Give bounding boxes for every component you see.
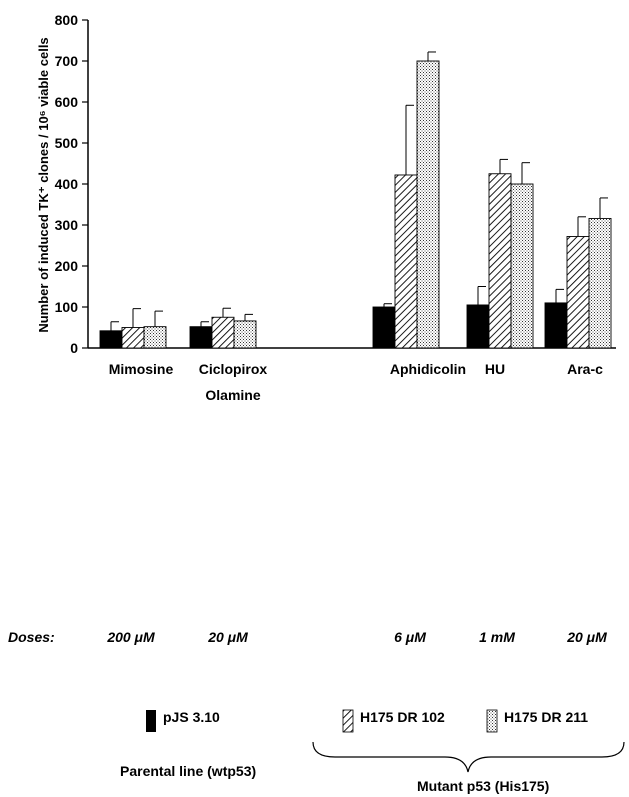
y-tick-label: 500 xyxy=(55,135,79,151)
bar-solid xyxy=(466,304,490,349)
category-label: Ciclopirox xyxy=(199,361,268,377)
y-ticks: 0 100 200 300 400 500 600 700 800 xyxy=(55,12,88,356)
bar-hatch xyxy=(121,327,145,349)
legend-label-dr211: H175 DR 211 xyxy=(504,709,588,725)
y-tick-label: 700 xyxy=(55,53,79,69)
bar-hatch xyxy=(566,236,590,349)
dose-labels: 200 μM 20 μM 6 μM 1 mM 20 μM xyxy=(106,629,607,645)
y-tick-label: 600 xyxy=(55,94,79,110)
legend-swatch-dots xyxy=(486,709,498,733)
category-labels: Mimosine Ciclopirox Olamine Aphidicolin HU Ar… xyxy=(109,361,603,403)
y-tick-label: 400 xyxy=(55,176,79,192)
legend-label-dr102: H175 DR 102 xyxy=(360,709,445,725)
bar-solid xyxy=(544,302,568,349)
category-label: Mimosine xyxy=(109,361,174,377)
bar-solid xyxy=(372,306,396,349)
y-axis-label: Number of induced TK⁺ clones / 10⁶ viabl… xyxy=(36,37,51,332)
bars xyxy=(99,51,612,349)
bar-solid xyxy=(99,330,123,349)
bar-hatch xyxy=(488,173,512,349)
legend-swatch-hatch xyxy=(342,709,354,733)
dose-value: 1 mM xyxy=(479,629,515,645)
bar-hatch xyxy=(211,316,235,349)
dose-value: 200 μM xyxy=(106,629,155,645)
category-label-line2: Olamine xyxy=(205,387,260,403)
y-tick-label: 200 xyxy=(55,258,79,274)
dose-value: 6 μM xyxy=(394,629,426,645)
legend: pJS 3.10 H175 DR 102 H175 DR 211 xyxy=(146,709,588,733)
bar-solid xyxy=(189,326,213,349)
bar-dots xyxy=(416,60,440,349)
legend-swatch-solid xyxy=(146,710,156,732)
category-label: Aphidicolin xyxy=(390,361,466,377)
category-label: HU xyxy=(485,361,505,377)
parental-group-label: Parental line (wtp53) xyxy=(120,763,256,779)
y-tick-label: 300 xyxy=(55,217,79,233)
legend-label-pjs: pJS 3.10 xyxy=(163,709,220,725)
bar-hatch xyxy=(394,174,418,349)
bar-dots xyxy=(588,217,612,349)
mutant-brace xyxy=(312,741,625,773)
dose-value: 20 μM xyxy=(566,629,607,645)
bar-dots xyxy=(510,183,534,349)
mutant-group-label: Mutant p53 (His175) xyxy=(417,778,549,794)
y-tick-label: 100 xyxy=(55,299,79,315)
bar-dots xyxy=(143,326,167,349)
category-label: Ara-c xyxy=(567,361,603,377)
dose-value: 20 μM xyxy=(207,629,248,645)
doses-label: Doses: xyxy=(8,629,55,645)
y-tick-label: 800 xyxy=(55,12,79,28)
y-tick-label: 0 xyxy=(70,340,78,356)
bar-dots xyxy=(233,320,257,349)
